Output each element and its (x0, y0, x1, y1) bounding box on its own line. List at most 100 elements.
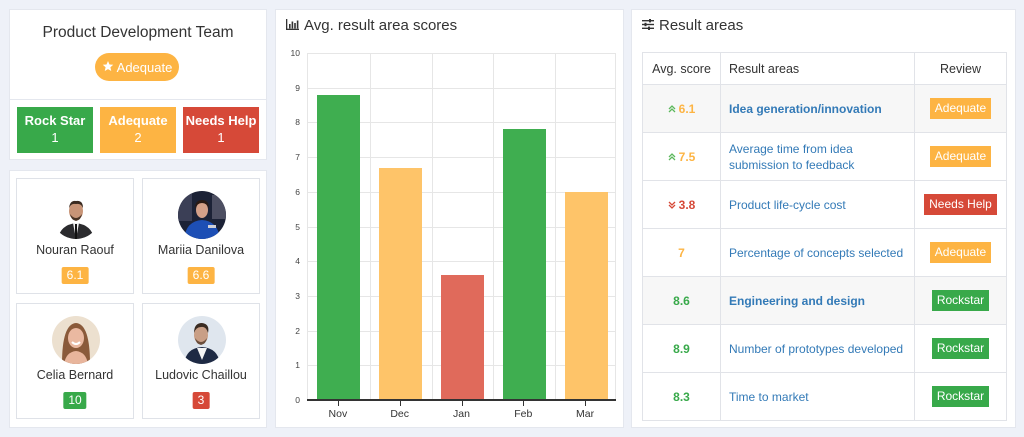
y-tick-label: 1 (295, 360, 300, 371)
result-area-link[interactable]: Idea generation/innovation (729, 101, 882, 116)
results-panel-title: Result areas (642, 17, 743, 34)
review-cell: Adequate (914, 84, 1007, 133)
review-badge[interactable]: Adequate (929, 146, 992, 167)
table-row[interactable]: 3.8 Product life-cycle cost Needs Help (642, 180, 1007, 229)
stat-count: 2 (134, 130, 142, 145)
stat-label: Rock Star (24, 113, 86, 128)
bar-mar[interactable] (564, 191, 608, 400)
stat-adequate[interactable]: Adequate 2 (100, 107, 176, 153)
table-row[interactable]: 8.6 Engineering and design Rockstar (642, 276, 1007, 325)
bar-nov[interactable] (317, 94, 361, 400)
table-row[interactable]: 7.5 Average time from idea submission to … (642, 132, 1007, 181)
gridline (308, 226, 615, 228)
bar-feb[interactable] (502, 129, 546, 400)
member-card[interactable]: Nouran Raouf 6.1 (16, 178, 134, 294)
avg-score-value: 7.5 (678, 149, 696, 164)
y-tick-label: 0 (295, 395, 300, 405)
result-area-cell[interactable]: Percentage of concepts selected (720, 228, 915, 277)
x-tick-label: Nov (328, 408, 348, 420)
review-cell: Needs Help (914, 180, 1007, 229)
avg-score-cell: 7.5 (642, 132, 721, 181)
table-row[interactable]: 7 Percentage of concepts selected Adequate (642, 228, 1007, 277)
review-badge[interactable]: Adequate (929, 242, 992, 263)
avg-score-value: 8.3 (673, 389, 690, 404)
team-title: Product Development Team (42, 24, 234, 41)
avg-score-value: 7 (678, 245, 685, 260)
review-cell: Rockstar (914, 324, 1007, 373)
result-area-link[interactable]: Time to market (729, 389, 809, 404)
member-score-badge: 6.6 (187, 267, 215, 284)
result-area-link[interactable]: Product life-cycle cost (729, 197, 846, 212)
avg-score-value: 8.9 (673, 341, 690, 356)
member-score-badge: 6.1 (61, 267, 89, 284)
result-area-cell[interactable]: Product life-cycle cost (720, 180, 915, 229)
trend-up-icon (668, 152, 676, 163)
stat-rock-star[interactable]: Rock Star 1 (17, 107, 93, 153)
y-tick-label: 8 (295, 117, 300, 128)
review-badge[interactable]: Adequate (929, 98, 992, 119)
stat-count: 1 (51, 130, 59, 145)
gridline (308, 53, 615, 54)
member-score-badge: 10 (63, 392, 87, 409)
stat-label: Needs Help (185, 113, 257, 128)
column-header-review[interactable]: Review (914, 52, 1007, 85)
avatar (52, 316, 100, 364)
star-icon (102, 60, 114, 75)
review-badge[interactable]: Needs Help (924, 194, 997, 215)
review-badge[interactable]: Rockstar (931, 386, 990, 407)
gridline (308, 157, 615, 159)
team-status-label: Adequate (116, 59, 173, 75)
table-row[interactable]: 6.1 Idea generation/innovation Adequate (642, 84, 1007, 133)
y-tick-label: 7 (295, 152, 300, 163)
y-tick-label: 4 (295, 256, 300, 267)
column-header-result-areas[interactable]: Result areas (720, 52, 915, 85)
table-row[interactable]: 8.3 Time to market Rockstar (642, 372, 1007, 421)
avatar (178, 191, 226, 239)
bar-dec[interactable] (379, 167, 423, 400)
member-name: Celia Bernard (36, 368, 114, 382)
table-row[interactable]: 8.9 Number of prototypes developed Rocksta… (642, 324, 1007, 373)
result-area-link[interactable]: Percentage of concepts selected (729, 245, 904, 260)
review-badge[interactable]: Rockstar (931, 290, 990, 311)
result-areas-table: Avg. score Result areas Review 6.1 Idea g… (642, 52, 1007, 421)
result-area-cell[interactable]: Time to market (720, 372, 915, 421)
result-area-link[interactable]: Number of prototypes developed (729, 341, 904, 356)
team-status-badge[interactable]: Adequate (95, 53, 179, 81)
y-tick-label: 9 (295, 82, 300, 93)
avg-score-cell: 3.8 (642, 180, 721, 229)
bar-jan[interactable] (441, 275, 484, 400)
avg-score-cell: 8.6 (642, 276, 721, 325)
gridline (369, 53, 371, 400)
result-area-cell[interactable]: Number of prototypes developed (720, 324, 915, 373)
review-cell: Rockstar (914, 372, 1007, 421)
result-area-link[interactable]: Average time from idea submission to fee… (729, 141, 855, 172)
trend-down-icon (668, 201, 676, 211)
member-name: Mariia Danilova (157, 243, 245, 257)
review-badge[interactable]: Rockstar (931, 338, 990, 359)
result-areas-panel: Result areas Avg. score Result areas Rev… (631, 9, 1016, 428)
result-area-link[interactable]: Engineering and design (729, 293, 866, 308)
member-card[interactable]: Celia Bernard 10 (16, 303, 134, 419)
x-tick-mark (399, 401, 401, 406)
avg-score-cell: 8.3 (642, 372, 721, 421)
result-area-cell[interactable]: Engineering and design (720, 276, 915, 325)
member-name: Nouran Raouf (36, 243, 114, 257)
member-card[interactable]: Ludovic Chaillou 3 (142, 303, 260, 419)
avg-score-cell: 8.9 (642, 324, 721, 373)
result-area-cell[interactable]: Average time from idea submission to fee… (720, 132, 915, 181)
gridline (493, 53, 495, 400)
chart-title: Avg. result area scores (304, 17, 458, 34)
y-tick-label: 2 (295, 325, 300, 336)
gridline (555, 53, 557, 400)
member-card[interactable]: Mariia Danilova 6.6 (142, 178, 260, 294)
review-cell: Adequate (914, 132, 1007, 181)
gridline (431, 53, 433, 400)
gridline (308, 261, 615, 263)
column-header-avg-score[interactable]: Avg. score (642, 52, 721, 85)
table-header-row: Avg. score Result areas Review (642, 52, 1007, 85)
results-title: Result areas (659, 17, 744, 34)
result-area-cell[interactable]: Idea generation/innovation (720, 84, 915, 133)
stat-needs-help[interactable]: Needs Help 1 (183, 107, 259, 153)
gridline (308, 191, 615, 193)
avg-score-value: 3.8 (678, 197, 696, 212)
